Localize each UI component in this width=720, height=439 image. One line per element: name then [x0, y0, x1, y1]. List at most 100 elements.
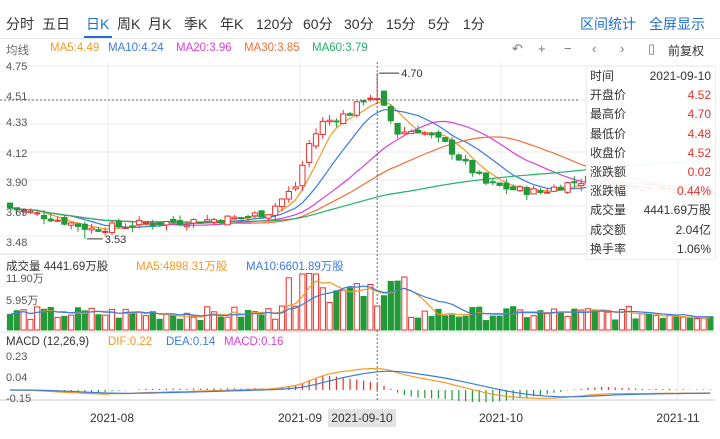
restore-icon[interactable]: ▯: [648, 41, 656, 56]
info-value: 4.52: [687, 88, 711, 103]
candle-body: [74, 223, 82, 227]
range-stats-link[interactable]: 区间统计: [580, 16, 636, 32]
tab-3[interactable]: 周K: [117, 16, 141, 32]
candle-body: [455, 154, 462, 161]
tab-6[interactable]: 年K: [220, 16, 244, 32]
candle-body: [394, 122, 401, 135]
macd-tick: -0.15: [6, 393, 31, 405]
candle-body: [523, 187, 530, 196]
volume-bar: [428, 315, 435, 331]
volume-bar: [448, 314, 456, 331]
macd-value: MACD:0.16: [224, 336, 284, 348]
candle-body: [530, 188, 537, 195]
zoom-out-icon[interactable]: −: [564, 41, 572, 56]
candle-body: [115, 220, 122, 228]
tab-9[interactable]: 30分: [344, 16, 374, 32]
price-tick: 4.75: [6, 61, 27, 73]
volume-bar: [278, 305, 286, 331]
volume-bar: [95, 314, 102, 331]
high-annotation: 4.70: [401, 68, 422, 80]
info-value: 4.52: [687, 145, 711, 160]
pan-right-icon[interactable]: ›: [620, 41, 625, 56]
date-tick: 2021-10: [479, 411, 523, 425]
info-key: 成交量: [590, 203, 627, 218]
candle-body: [142, 222, 150, 225]
tab-4[interactable]: 月K: [148, 16, 172, 32]
candle-body: [285, 190, 292, 200]
candle-body: [170, 218, 177, 223]
candle-body: [414, 129, 422, 134]
info-row: 时间 2021-09-10: [587, 67, 715, 86]
tab-8[interactable]: 60分: [303, 16, 333, 32]
candle-body: [292, 186, 299, 190]
tab-divider: [0, 38, 720, 39]
info-value: 2021-09-10: [649, 69, 711, 83]
volume-bar: [197, 320, 204, 331]
candle-body: [27, 210, 34, 214]
tab-12[interactable]: 1分: [463, 16, 485, 32]
volume-bar: [333, 290, 340, 331]
volume-bar: [421, 310, 428, 331]
volume-bar: [88, 307, 95, 331]
volume-bar: [476, 306, 483, 331]
macd-tick: 0.04: [6, 372, 27, 384]
volume-bar: [367, 284, 374, 331]
volume-bar: [659, 317, 666, 331]
volume-bar: [108, 308, 116, 331]
tab-11[interactable]: 5分: [428, 16, 450, 32]
tab-10[interactable]: 15分: [386, 16, 416, 32]
active-tab-underline: [84, 36, 112, 38]
volume-bar: [27, 318, 34, 331]
candle-body: [319, 120, 326, 135]
candle-body: [435, 131, 442, 138]
candle-body: [265, 214, 272, 219]
tab-7[interactable]: 120分: [256, 16, 294, 32]
volume-bar: [74, 307, 82, 331]
volume-ma10: MA10:6601.89万股: [246, 261, 344, 273]
zoom-in-icon[interactable]: +: [538, 41, 546, 56]
candle-body: [244, 215, 252, 218]
volume-bar: [435, 308, 442, 331]
volume-bar: [224, 316, 231, 331]
tab-2[interactable]: 日K: [86, 16, 110, 32]
candle-body: [557, 186, 564, 191]
candle-body: [217, 219, 224, 224]
candle-body: [367, 97, 374, 100]
candle-body: [408, 131, 415, 135]
volume-bar: [469, 307, 476, 331]
volume-bar: [299, 273, 306, 331]
fullscreen-link[interactable]: 全屏显示: [649, 16, 705, 32]
undo-icon[interactable]: ↶: [512, 41, 523, 56]
volume-bar: [564, 315, 571, 331]
candle-body: [489, 181, 496, 184]
pan-left-icon[interactable]: ‹: [592, 41, 597, 56]
info-key: 最低价: [590, 126, 627, 141]
tab-1[interactable]: 五日: [42, 16, 70, 32]
tab-5[interactable]: 季K: [184, 16, 208, 32]
date-tick: 2021-09-10: [331, 411, 393, 425]
volume-bar: [700, 317, 707, 331]
ma-legend-item: MA20:3.96: [176, 42, 232, 54]
candle-body: [299, 164, 306, 187]
candle-body: [421, 132, 428, 135]
volume-bar: [510, 306, 517, 331]
volume-bar: [265, 308, 272, 331]
volume-bar: [578, 309, 585, 331]
candle-body: [190, 218, 197, 224]
candle-body: [238, 217, 245, 220]
volume-bar: [360, 295, 367, 331]
price-adjust-toggle[interactable]: 前复权: [668, 44, 705, 58]
tab-0[interactable]: 分时: [6, 16, 34, 32]
candle-body: [428, 132, 435, 136]
candle-body: [360, 100, 367, 103]
info-key: 时间: [590, 69, 615, 83]
ma-legend-item: MA60:3.79: [312, 42, 368, 54]
date-tick: 2021-08: [90, 411, 134, 425]
price-tick: 3.69: [6, 207, 27, 219]
volume-bar: [625, 306, 632, 331]
volume-bar: [571, 308, 578, 331]
candle-body: [380, 90, 388, 106]
volume-bar: [340, 289, 347, 331]
volume-bar: [54, 316, 61, 331]
